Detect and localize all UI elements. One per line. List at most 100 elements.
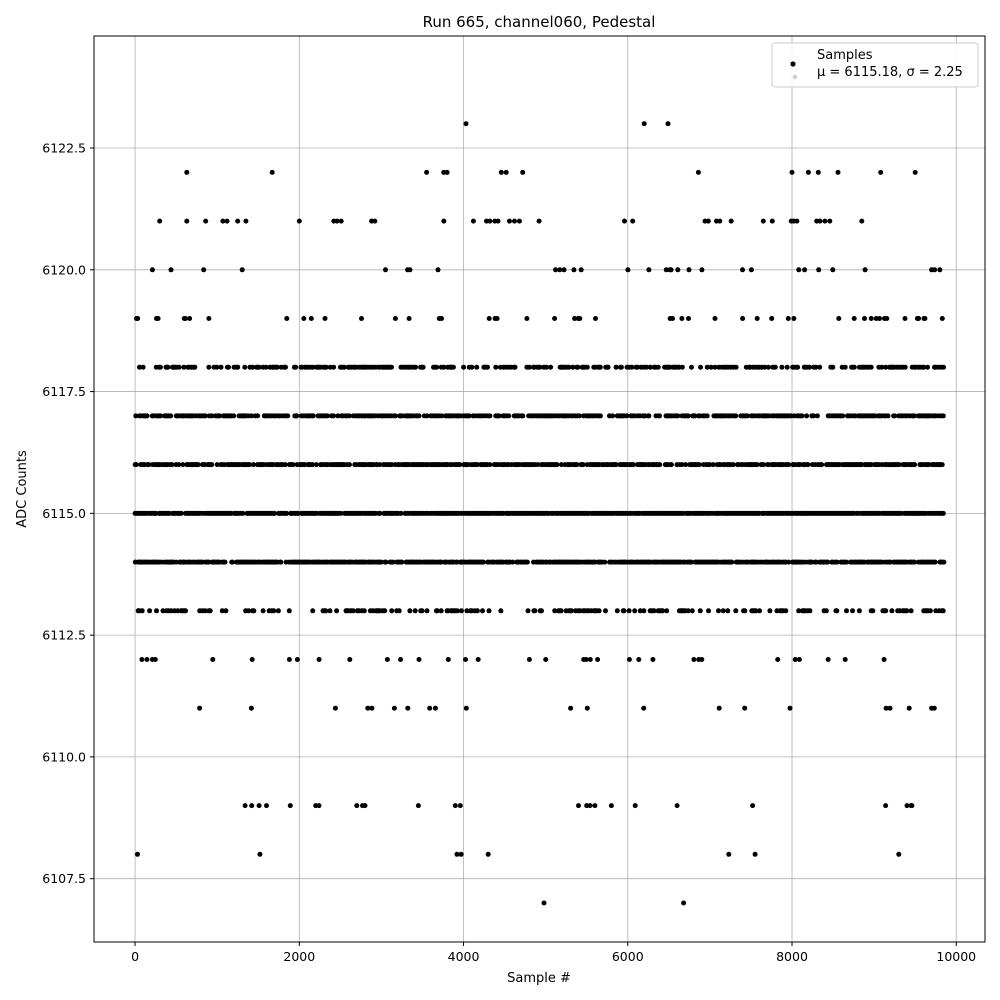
data-point <box>851 364 857 370</box>
data-point <box>406 316 412 321</box>
data-point <box>641 705 647 711</box>
data-point <box>887 705 893 711</box>
data-point <box>544 364 549 370</box>
data-point <box>251 608 257 614</box>
data-point <box>925 364 930 370</box>
data-point <box>940 608 946 614</box>
data-point <box>287 803 293 809</box>
data-point <box>813 364 819 370</box>
data-point <box>787 705 793 711</box>
data-point <box>921 364 927 370</box>
data-point <box>235 364 241 370</box>
data-point <box>248 413 254 419</box>
data-point <box>597 364 603 370</box>
data-point <box>636 657 642 662</box>
data-point <box>209 462 215 468</box>
data-point <box>941 559 947 565</box>
data-point <box>444 169 450 175</box>
data-point <box>795 364 801 370</box>
data-point <box>834 559 840 565</box>
data-point <box>282 462 288 468</box>
data-point <box>883 705 889 711</box>
data-point <box>454 851 460 857</box>
data-point <box>441 364 447 370</box>
data-point <box>578 267 584 273</box>
data-point <box>439 316 444 321</box>
x-tick-label: 10000 <box>936 949 976 964</box>
data-point <box>524 316 530 321</box>
data-point <box>772 364 778 370</box>
data-point <box>201 267 207 273</box>
data-point <box>139 608 145 614</box>
data-point <box>583 657 589 662</box>
data-point <box>704 413 710 419</box>
data-point <box>182 316 188 321</box>
data-point <box>420 364 426 370</box>
data-point <box>632 608 638 614</box>
data-point <box>144 413 150 419</box>
data-point <box>651 608 657 614</box>
data-point <box>235 218 241 224</box>
data-points-layer <box>132 121 947 906</box>
data-point <box>695 169 701 175</box>
data-point <box>324 413 330 419</box>
data-point <box>486 608 492 614</box>
data-point <box>927 608 933 614</box>
data-point <box>819 462 825 468</box>
data-point <box>214 462 220 468</box>
data-point <box>217 413 222 419</box>
data-point <box>510 559 516 565</box>
data-point <box>710 462 716 468</box>
data-point <box>878 169 884 175</box>
data-point <box>218 364 224 370</box>
data-point <box>146 462 152 468</box>
data-point <box>413 364 419 370</box>
data-point <box>686 316 691 321</box>
data-point <box>152 657 158 662</box>
data-point <box>470 218 476 224</box>
data-point <box>605 364 611 370</box>
data-point <box>178 510 184 516</box>
data-point <box>365 705 371 711</box>
data-point <box>457 462 463 468</box>
data-point <box>816 267 822 273</box>
data-point <box>618 364 624 370</box>
data-point <box>561 267 567 273</box>
data-point <box>843 559 849 565</box>
data-point <box>699 657 705 662</box>
data-point <box>372 218 378 224</box>
data-point <box>844 608 849 614</box>
data-point <box>463 705 469 711</box>
data-point <box>271 510 277 516</box>
data-point <box>909 803 915 809</box>
data-point <box>176 462 182 468</box>
data-point <box>220 218 226 224</box>
data-point <box>685 608 691 614</box>
data-point <box>264 803 269 809</box>
data-point <box>689 608 695 614</box>
data-point <box>525 608 531 614</box>
data-point <box>650 657 656 662</box>
data-point <box>450 364 456 370</box>
data-point <box>474 608 480 614</box>
data-point <box>390 559 396 565</box>
data-point <box>902 316 908 321</box>
data-point <box>416 657 422 662</box>
data-point <box>269 169 275 175</box>
data-point <box>405 705 411 711</box>
data-point <box>754 316 760 321</box>
legend-box <box>771 42 979 88</box>
data-point <box>458 851 464 857</box>
data-point <box>842 364 848 370</box>
data-point <box>553 267 559 273</box>
data-point <box>576 413 582 419</box>
data-point <box>806 364 812 370</box>
data-point <box>571 267 577 273</box>
data-point <box>592 803 598 809</box>
data-point <box>310 462 316 468</box>
data-point <box>932 559 938 565</box>
data-point <box>908 608 914 614</box>
data-point <box>526 657 532 662</box>
data-point <box>480 559 486 565</box>
data-point <box>512 364 518 370</box>
